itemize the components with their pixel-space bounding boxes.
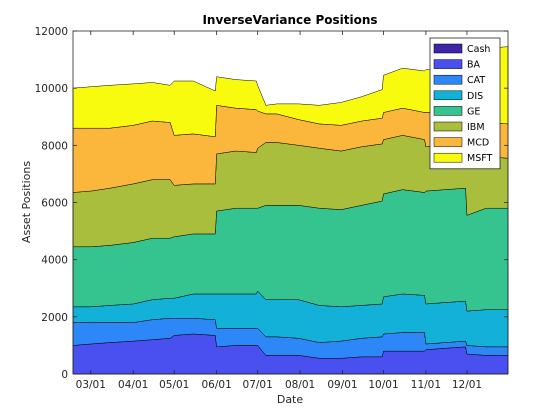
y-tick-label: 8000: [41, 140, 68, 152]
x-tick-label: 08/01: [285, 379, 315, 391]
x-tick-label: 05/01: [159, 379, 189, 391]
legend: Cash BA CAT DIS GE IBM MCD MSFT: [429, 37, 501, 170]
x-tick-label: 12/01: [452, 379, 482, 391]
legend-swatch-cat: [433, 74, 463, 85]
legend-swatch-ba: [433, 59, 463, 69]
legend-label-mcd: MCD: [467, 138, 489, 149]
x-tick-label: 07/01: [243, 379, 273, 391]
x-tick-label: 06/01: [201, 379, 231, 391]
y-tick-label: 4000: [41, 255, 68, 267]
area-layers: [72, 46, 509, 375]
legend-label-ba: BA: [467, 60, 481, 71]
legend-swatch-ge: [433, 106, 463, 116]
x-axis-label: Date: [277, 393, 304, 406]
legend-box: [429, 37, 501, 170]
x-tick-label: 09/01: [327, 379, 357, 391]
chart-title: InverseVariance Positions: [202, 13, 377, 27]
legend-swatch-cash: [433, 43, 463, 54]
y-axis-label: Asset Positions: [20, 161, 33, 243]
x-tick-label: 04/01: [118, 379, 148, 391]
legend-swatch-ibm: [433, 121, 463, 132]
legend-swatch-mcd: [433, 137, 463, 147]
legend-label-ibm: IBM: [467, 122, 485, 133]
x-tick-label: 10/01: [368, 379, 398, 391]
y-tick-label: 10000: [35, 83, 68, 95]
legend-label-ge: GE: [467, 106, 480, 117]
legend-label-cat: CAT: [467, 75, 485, 86]
y-tick-label: 2000: [41, 312, 68, 324]
y-tick-label: 0: [61, 369, 68, 381]
legend-label-dis: DIS: [467, 91, 483, 102]
legend-label-cash: Cash: [467, 44, 490, 55]
legend-swatch-msft: [433, 152, 463, 163]
x-tick-label: 03/01: [76, 379, 106, 391]
y-axis: 0 2000 4000 6000 8000 10000 12000: [35, 26, 508, 381]
x-axis: 03/01 04/01 05/01 06/01 07/01 08/01 09/01 10/01…: [76, 31, 482, 391]
legend-swatch-dis: [433, 90, 463, 101]
y-tick-label: 12000: [35, 26, 68, 38]
x-tick-label: 11/01: [411, 379, 441, 391]
y-tick-label: 6000: [41, 198, 68, 210]
legend-label-msft: MSFT: [467, 153, 493, 164]
